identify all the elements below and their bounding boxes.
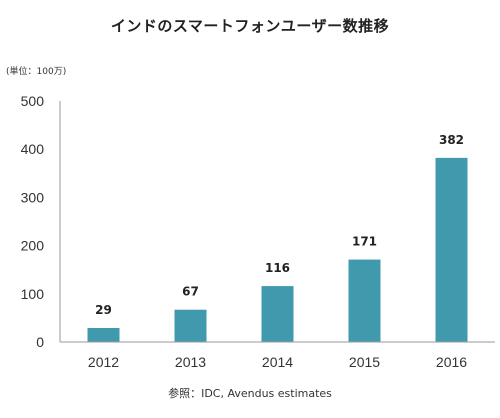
data-label: 116 bbox=[265, 261, 290, 275]
bar bbox=[174, 309, 207, 342]
y-tick-label: 300 bbox=[21, 189, 45, 205]
data-labels: 29 67 116 171 382 bbox=[95, 133, 464, 317]
x-tick-label: 2016 bbox=[436, 354, 467, 370]
data-label: 67 bbox=[182, 285, 199, 299]
x-axis-ticks: 2012 2013 2014 2015 2016 bbox=[88, 354, 467, 370]
y-tick-label: 200 bbox=[21, 238, 45, 254]
data-label: 171 bbox=[352, 235, 377, 249]
bar bbox=[348, 259, 381, 342]
y-tick-label: 400 bbox=[21, 141, 45, 157]
y-tick-label: 0 bbox=[36, 334, 44, 350]
chart-title: インドのスマートフォンユーザー数推移 bbox=[110, 17, 390, 35]
y-tick-label: 500 bbox=[21, 93, 45, 109]
data-label: 29 bbox=[95, 303, 112, 317]
x-tick-label: 2014 bbox=[262, 354, 293, 370]
source-note: 参照：IDC, Avendus estimates bbox=[168, 387, 332, 400]
y-axis-ticks: 0 100 200 300 400 500 bbox=[21, 93, 45, 350]
x-tick-label: 2012 bbox=[88, 354, 119, 370]
data-label: 382 bbox=[439, 133, 464, 147]
bar bbox=[435, 157, 468, 342]
unit-label: (単位：100万) bbox=[6, 67, 67, 77]
bar bbox=[87, 328, 120, 342]
y-tick-label: 100 bbox=[21, 286, 45, 302]
x-tick-label: 2015 bbox=[349, 354, 380, 370]
bar bbox=[261, 286, 294, 342]
bars bbox=[87, 157, 468, 342]
x-tick-label: 2013 bbox=[175, 354, 206, 370]
